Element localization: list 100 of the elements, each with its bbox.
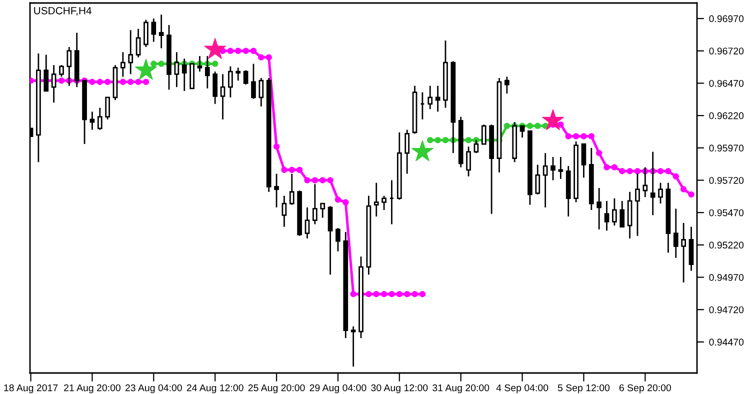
candlestick [97, 107, 102, 130]
candlestick [382, 195, 386, 211]
x-tick-label: 24 Aug 12:00 [186, 384, 244, 394]
y-tick-label: 0.94720 [709, 306, 744, 314]
x-tick-label: 31 Aug 20:00 [432, 384, 490, 394]
point [158, 60, 164, 67]
y-tick-label: 0.94970 [709, 274, 744, 281]
point [504, 122, 510, 130]
y-tick-label: 0.95970 [709, 144, 744, 152]
point [442, 137, 449, 144]
point [266, 54, 272, 60]
candlestick [151, 18, 156, 43]
point [135, 78, 142, 86]
point [296, 166, 303, 174]
candlestick [404, 129, 410, 174]
point [580, 133, 587, 140]
point [142, 78, 150, 86]
x-tick-label: 30 Aug 12:00 [371, 384, 428, 394]
point [565, 133, 572, 140]
point [396, 290, 403, 298]
point [388, 290, 395, 298]
point [212, 60, 218, 67]
x-tick-label: 25 Aug 20:00 [248, 384, 305, 394]
candlestick [612, 198, 617, 226]
point [412, 290, 418, 298]
candlestick [274, 173, 279, 208]
point [127, 78, 134, 86]
point [58, 77, 65, 84]
y-tick-label: 0.96970 [709, 15, 744, 22]
point [680, 186, 687, 192]
candlestick [596, 187, 602, 230]
point [588, 133, 595, 140]
point [242, 48, 249, 54]
x-tick-label: 29 Aug 04:00 [310, 384, 366, 394]
candlestick [282, 195, 287, 228]
point [558, 121, 564, 128]
y-tick-label: 0.94470 [709, 338, 744, 346]
point [419, 290, 426, 298]
candlestick [312, 183, 318, 225]
candlestick [243, 70, 248, 86]
point [304, 177, 310, 184]
candlestick [128, 29, 134, 75]
candlestick [581, 143, 586, 178]
x-tick-label: 23 Aug 04:00 [125, 384, 182, 394]
candlestick [336, 227, 340, 252]
point [258, 54, 264, 60]
point [596, 150, 602, 156]
point [572, 133, 580, 140]
candlestick [474, 139, 479, 154]
candlestick [59, 64, 64, 78]
y-tick-label: 0.95220 [709, 242, 744, 249]
candlestick [535, 164, 540, 196]
y-tick-label: 0.96220 [709, 112, 744, 120]
point [150, 60, 157, 67]
candlestick [258, 77, 264, 108]
candlestick [658, 182, 663, 204]
point [334, 196, 342, 203]
point [411, 140, 434, 162]
candlestick [558, 156, 564, 180]
point [404, 290, 410, 298]
candlestick [350, 326, 356, 368]
point [350, 290, 356, 298]
candlestick [328, 205, 333, 276]
point [542, 109, 564, 130]
point [373, 290, 380, 298]
point [534, 122, 541, 130]
x-tick-label: 18 Aug 2017 [4, 384, 58, 394]
point [342, 199, 349, 206]
candlestick [604, 200, 610, 232]
candlestick [681, 222, 686, 284]
candlestick [304, 206, 310, 240]
x-tick-label: 5 Sep 12:00 [558, 384, 610, 394]
point [618, 168, 626, 174]
point [312, 177, 318, 184]
point [380, 290, 388, 298]
candlestick [320, 202, 326, 218]
y-tick-label: 0.96720 [709, 48, 744, 54]
point [104, 78, 111, 86]
candlestick [251, 63, 256, 100]
point [250, 48, 257, 54]
candlestick [220, 73, 226, 120]
y-tick-label: 0.95470 [709, 209, 744, 216]
point [89, 78, 96, 86]
candlestick [620, 200, 625, 228]
point [235, 48, 242, 54]
point [427, 137, 434, 144]
y-tick-label: 0.96470 [709, 80, 744, 87]
point [434, 137, 441, 144]
point [281, 166, 288, 174]
candlestick [673, 208, 678, 259]
candlestick [236, 66, 241, 82]
candlestick [212, 70, 218, 105]
point [327, 177, 334, 184]
candlestick [435, 85, 440, 112]
candlestick [466, 146, 471, 178]
point [319, 177, 326, 184]
candlestick [428, 85, 433, 110]
candlestick [550, 156, 556, 181]
x-tick-label: 21 Aug 20:00 [64, 384, 120, 394]
candlestick [90, 110, 95, 130]
